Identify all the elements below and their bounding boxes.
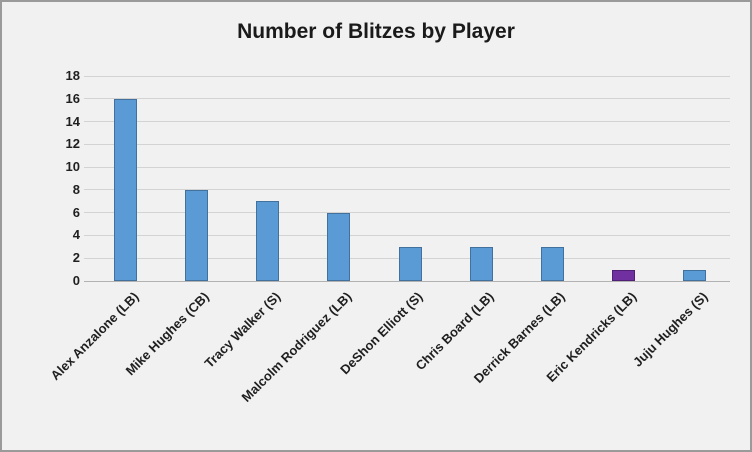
x-axis-line [84, 280, 730, 282]
y-axis-tick-label: 16 [65, 90, 80, 106]
bar [611, 269, 635, 281]
y-axis-tick-label: 2 [72, 250, 80, 266]
gridline [84, 189, 730, 191]
y-axis-tick-label: 0 [72, 273, 80, 288]
y-axis-tick-label: 8 [72, 181, 80, 197]
gridline [84, 212, 730, 214]
bar [398, 246, 422, 281]
x-axis-label: Juju Hughes (S) [629, 289, 711, 370]
bar [256, 201, 280, 281]
y-axis-tick-label: 12 [65, 136, 80, 152]
gridline [84, 98, 730, 100]
chart-title: Number of Blitzes by Player [237, 20, 515, 43]
bar [114, 98, 138, 281]
bar [540, 246, 564, 281]
gridline [84, 143, 730, 145]
gridline [84, 121, 730, 123]
y-axis-tick-label: 6 [72, 204, 80, 220]
gridline [84, 75, 730, 77]
y-axis-tick-label: 18 [65, 68, 80, 83]
bar [682, 269, 706, 281]
y-axis-tick-label: 10 [65, 159, 80, 175]
x-axis-label: Tracy Walker (S) [201, 289, 284, 371]
bar [469, 246, 493, 281]
y-axis-tick-label: 14 [65, 113, 80, 129]
y-axis-tick-label: 4 [72, 227, 80, 243]
plot-area [84, 75, 730, 282]
bar [327, 212, 351, 281]
gridline [84, 166, 730, 168]
bar [185, 189, 209, 281]
gridline [84, 234, 730, 236]
